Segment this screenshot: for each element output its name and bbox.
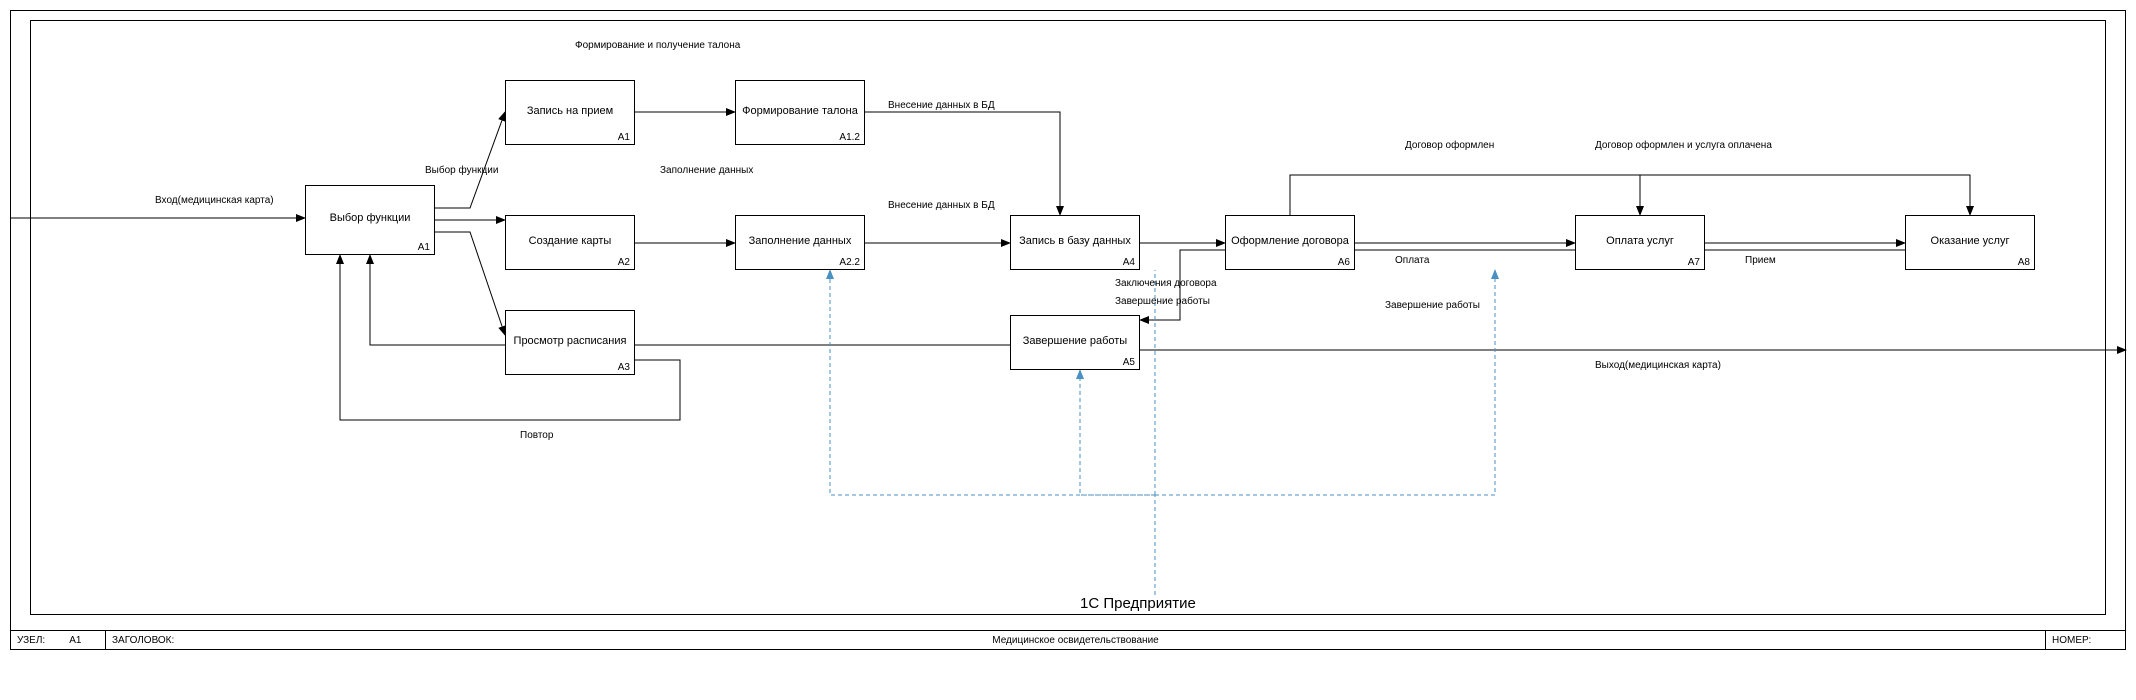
node-label: Оплата услуг [1576, 235, 1704, 248]
node-label: Создание карты [506, 235, 634, 248]
diagram-canvas: Выбор функции A1 Запись на прием A1 Создание… [0, 0, 2136, 700]
node-a4: Запись в базу данных A4 [1010, 215, 1140, 270]
footer-title-cell: ЗАГОЛОВОК: Медицинское освидетельствован… [106, 631, 2046, 649]
edge-label-l_povtor: Повтор [520, 430, 553, 441]
node-id: A7 [1688, 257, 1700, 268]
node-label: Запись в базу данных [1011, 235, 1139, 248]
external-system-label: 1С Предприятие [1080, 595, 1196, 612]
node-label: Запись на прием [506, 105, 634, 118]
node-label: Выбор функции [306, 212, 434, 225]
node-label: Завершение работы [1011, 335, 1139, 348]
edge-label-l_form: Формирование и получение талона [575, 40, 740, 51]
node-a5: Завершение работы A5 [1010, 315, 1140, 370]
node-id: A1 [418, 242, 430, 253]
edge-label-l_zav1: Завершение работы [1115, 296, 1210, 307]
node-id: A2 [618, 257, 630, 268]
node-label: Просмотр расписания [506, 335, 634, 348]
edge-label-l_vnes1: Внесение данных в БД [888, 100, 995, 111]
node-a12: Формирование талона A1.2 [735, 80, 865, 145]
node-a2: Создание карты A2 [505, 215, 635, 270]
node-a7: Оплата услуг A7 [1575, 215, 1705, 270]
node-a8: Оказание услуг A8 [1905, 215, 2035, 270]
node-a1_vybor: Выбор функции A1 [305, 185, 435, 255]
edge-label-l_oplata: Оплата [1395, 255, 1429, 266]
edge-label-l_vyhod: Выход(медицинская карта) [1595, 360, 1721, 371]
edge-label-l_zakl: Заключения договора [1115, 278, 1217, 289]
edge-label-l_zav2: Завершение работы [1385, 300, 1480, 311]
node-id: A1.2 [839, 132, 860, 143]
footer-row: УЗЕЛ: A1 ЗАГОЛОВОК: Медицинское освидете… [10, 630, 2126, 650]
node-id: A8 [2018, 257, 2030, 268]
node-id: A3 [618, 362, 630, 373]
node-a22: Заполнение данных A2.2 [735, 215, 865, 270]
node-id: A4 [1123, 257, 1135, 268]
footer-number-cell: НОМЕР: [2046, 631, 2127, 649]
node-a1_zapis: Запись на прием A1 [505, 80, 635, 145]
edge-label-l_dog: Договор оформлен [1405, 140, 1494, 151]
edge-label-l_dog2: Договор оформлен и услуга оплачена [1595, 140, 1772, 151]
node-label: Формирование талона [736, 105, 864, 118]
node-label: Заполнение данных [736, 235, 864, 248]
edge-label-l_vyborf: Выбор функции [425, 165, 498, 176]
node-id: A6 [1338, 257, 1350, 268]
footer-number-label: НОМЕР: [2052, 635, 2091, 646]
node-label: Оказание услуг [1906, 235, 2034, 248]
footer-node-label: УЗЕЛ: [17, 635, 45, 646]
node-label: Оформление договора [1226, 235, 1354, 248]
node-a6: Оформление договора A6 [1225, 215, 1355, 270]
edge-label-l_vhod: Вход(медицинская карта) [155, 195, 274, 206]
node-a3: Просмотр расписания A3 [505, 310, 635, 375]
node-id: A5 [1123, 357, 1135, 368]
edge-label-l_vnes2: Внесение данных в БД [888, 200, 995, 211]
node-id: A1 [618, 132, 630, 143]
footer-node-value: A1 [69, 635, 81, 646]
edge-label-l_priem: Прием [1745, 255, 1776, 266]
edge-label-l_zapol: Заполнение данных [660, 165, 753, 176]
footer-title-label: ЗАГОЛОВОК: [112, 635, 174, 646]
footer-title-center: Медицинское освидетельствование [992, 635, 1158, 646]
node-id: A2.2 [839, 257, 860, 268]
footer-node-cell: УЗЕЛ: A1 [11, 631, 106, 649]
